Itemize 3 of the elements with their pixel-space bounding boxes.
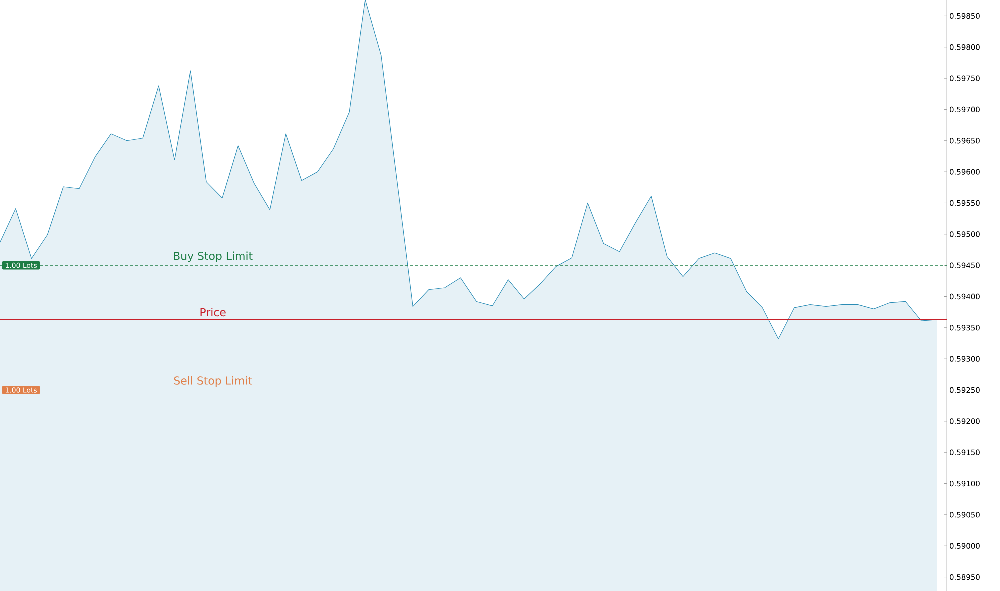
ref-line-label: Buy Stop Limit [174, 252, 253, 262]
ref-line-label: Sell Stop Limit [174, 376, 252, 388]
ref-line-label: Price [200, 308, 226, 317]
